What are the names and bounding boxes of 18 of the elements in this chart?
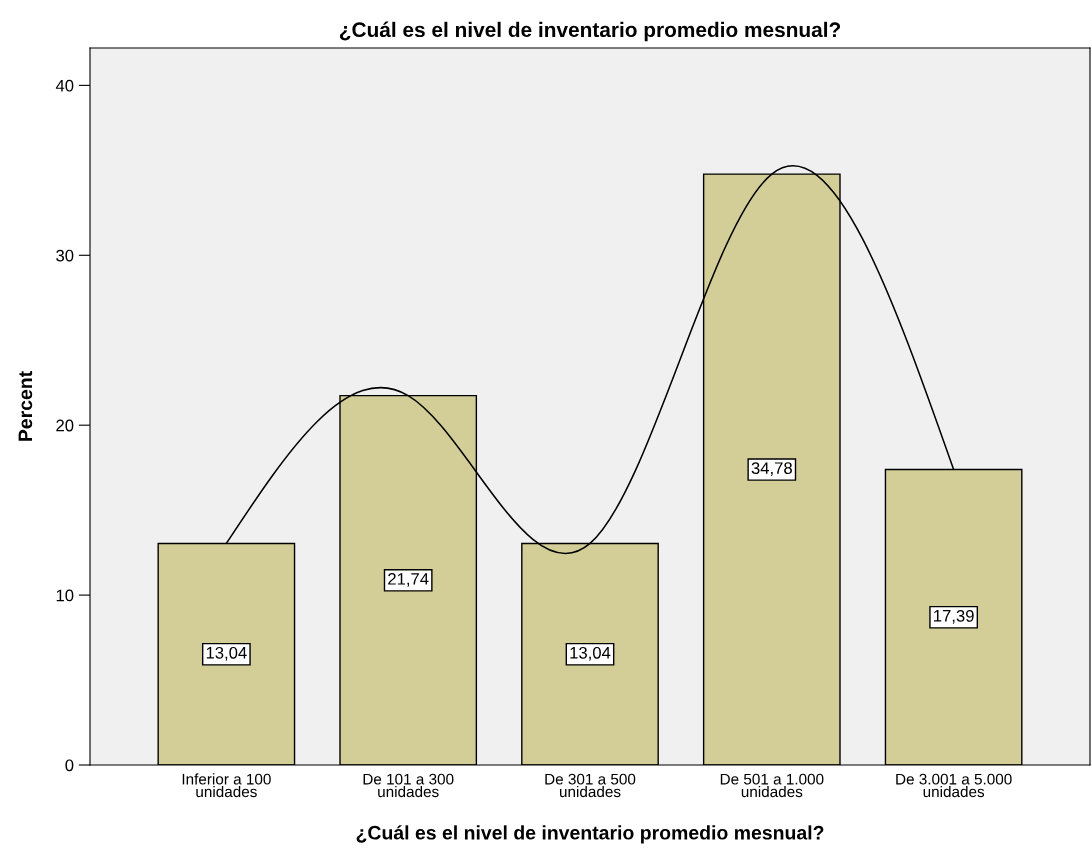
data-label: 21,74 bbox=[388, 572, 429, 587]
data-label: 17,39 bbox=[934, 609, 974, 624]
x-tick-label: Inferior a 100 unidades bbox=[182, 773, 271, 798]
y-tick-label: 20 bbox=[56, 419, 74, 432]
y-tick-label: 0 bbox=[65, 759, 74, 772]
y-tick-label: 30 bbox=[56, 249, 74, 262]
data-label: 13,04 bbox=[206, 646, 247, 661]
data-label: 13,04 bbox=[570, 646, 611, 661]
x-tick-label: De 301 a 500 unidades bbox=[545, 773, 636, 798]
x-tick-label: De 501 a 1.000 unidades bbox=[720, 773, 824, 798]
y-axis-title: Percent bbox=[18, 371, 33, 441]
x-tick-label: De 101 a 300 unidades bbox=[363, 773, 454, 798]
x-axis-title: ¿Cuál es el nivel de inventario promedio mesnual? bbox=[356, 825, 824, 844]
chart-title: ¿Cuál es el nivel de inventario promedio mesnual? bbox=[339, 21, 841, 42]
data-label: 34,78 bbox=[751, 462, 792, 476]
y-tick-label: 40 bbox=[55, 79, 74, 92]
x-tick-label: De 3.001 a 5.000 unidades bbox=[896, 773, 1012, 798]
y-tick-label: 10 bbox=[56, 589, 74, 602]
